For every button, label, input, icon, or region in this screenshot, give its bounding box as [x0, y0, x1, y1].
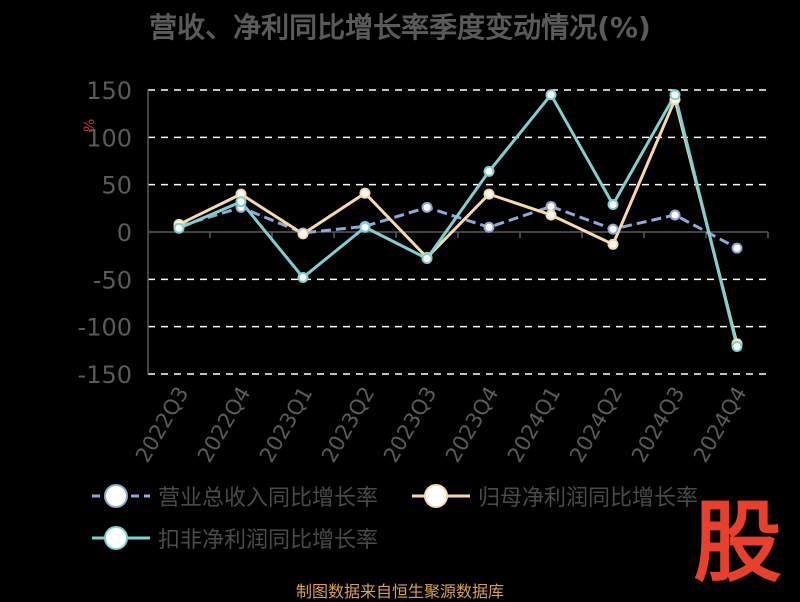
data-point-series-1: [545, 209, 557, 221]
data-source-note: 制图数据来自恒生聚源数据库: [295, 582, 504, 601]
data-point-series-2: [669, 89, 681, 101]
brand-logo: 股: [693, 491, 782, 594]
series-lines: [178, 93, 739, 347]
x-tick-label: 2023Q4: [441, 383, 503, 467]
x-tick-label: 2023Q2: [317, 383, 379, 467]
data-point-series-2: [421, 253, 433, 265]
data-point-series-2: [731, 341, 743, 353]
data-point-series-0: [483, 221, 495, 233]
x-tick-label: 2022Q3: [131, 383, 193, 467]
data-point-series-2: [483, 165, 495, 177]
legend-label-net-profit: 归母净利润同比增长率: [478, 486, 699, 511]
legend-label-revenue: 营业总收入同比增长率: [158, 486, 379, 511]
data-point-series-1: [359, 187, 371, 199]
legend-item-deducted-profit[interactable]: 扣非净利润同比增长率: [92, 522, 378, 554]
data-point-series-2: [297, 271, 309, 283]
x-tick-label: 2024Q3: [627, 383, 689, 467]
data-point-series-0: [669, 209, 681, 221]
y-axis-unit: %: [82, 119, 98, 132]
data-point-series-1: [607, 238, 619, 250]
data-point-series-2: [235, 196, 247, 208]
y-tick-label: 50: [101, 172, 132, 200]
series-line-1: [178, 97, 739, 345]
chart-title: 营收、净利同比增长率季度变动情况(%): [149, 11, 651, 44]
x-tick-label: 2022Q4: [193, 383, 255, 467]
y-tick-label: -150: [78, 361, 132, 389]
x-tick-label: 2024Q1: [503, 383, 565, 467]
data-point-series-2: [173, 222, 185, 234]
data-point-series-1: [483, 188, 495, 200]
legend-marker-deducted-profit: [92, 526, 150, 550]
data-point-series-0: [731, 242, 743, 254]
y-tick-label: 0: [117, 219, 132, 247]
legend-item-net-profit[interactable]: 归母净利润同比增长率: [412, 480, 698, 512]
y-tick-label: 150: [86, 77, 132, 105]
x-tick-label: 2023Q3: [379, 383, 441, 467]
legend-label-deducted-profit: 扣非净利润同比增长率: [158, 528, 379, 553]
x-tick-label: 2024Q4: [689, 383, 751, 467]
series-line-2: [178, 93, 739, 347]
data-point-series-1: [297, 228, 309, 240]
data-point-series-2: [359, 221, 371, 233]
legend-marker-net-profit: [412, 484, 470, 508]
y-tick-label: -100: [78, 314, 132, 342]
data-point-series-2: [545, 89, 557, 101]
x-tick-label: 2024Q2: [565, 383, 627, 467]
data-point-series-0: [421, 201, 433, 213]
x-tick-label: 2023Q1: [255, 383, 317, 467]
data-point-series-0: [607, 223, 619, 235]
data-point-series-2: [607, 199, 619, 211]
legend-item-revenue[interactable]: 营业总收入同比增长率: [92, 480, 378, 512]
y-tick-label: 100: [86, 124, 132, 152]
y-tick-label: -50: [93, 266, 132, 294]
data-points: [173, 89, 743, 353]
legend-marker-revenue: [92, 484, 150, 508]
